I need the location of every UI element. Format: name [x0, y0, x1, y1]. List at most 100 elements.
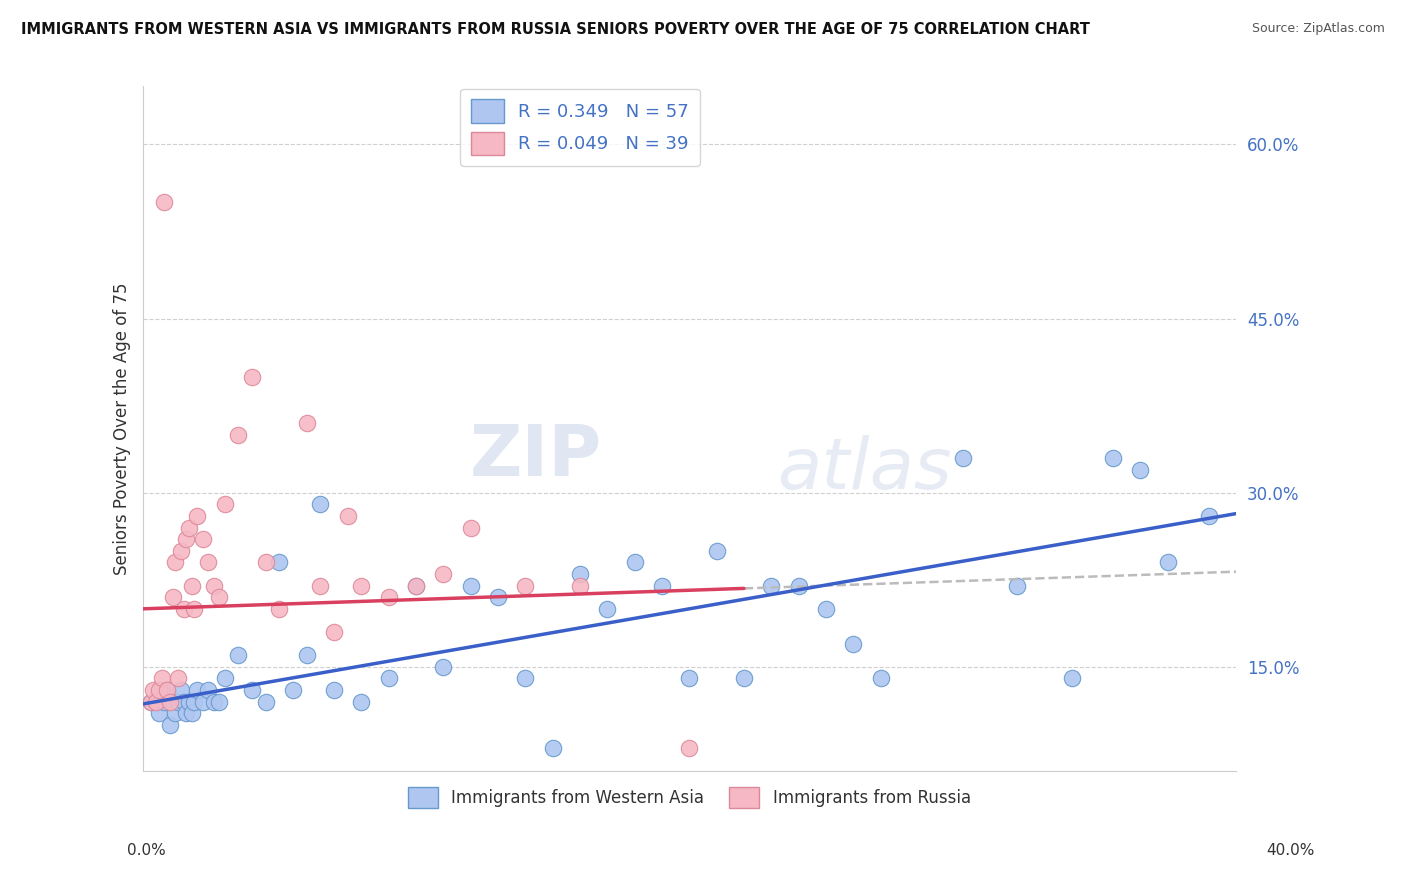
Point [159, 695, 181, 709]
Point [596, 602, 619, 616]
Point [180, 706, 202, 721]
Point [202, 579, 225, 593]
Text: 40.0%: 40.0% [1267, 843, 1315, 858]
Point [145, 695, 167, 709]
Point [460, 520, 482, 534]
Point [148, 706, 170, 721]
Point [165, 555, 187, 569]
Point [162, 695, 184, 709]
Point [309, 497, 332, 511]
Point [226, 648, 249, 663]
Point [240, 369, 263, 384]
Point [309, 579, 332, 593]
Point [1156, 555, 1178, 569]
Y-axis label: Seniors Poverty Over the Age of 75: Seniors Poverty Over the Age of 75 [114, 283, 131, 575]
Point [240, 683, 263, 698]
Point [167, 672, 190, 686]
Point [515, 579, 537, 593]
Point [651, 579, 673, 593]
Point [254, 555, 277, 569]
Point [173, 602, 195, 616]
Point [1198, 508, 1220, 523]
Text: IMMIGRANTS FROM WESTERN ASIA VS IMMIGRANTS FROM RUSSIA SENIORS POVERTY OVER THE : IMMIGRANTS FROM WESTERN ASIA VS IMMIGRAN… [21, 22, 1090, 37]
Point [486, 591, 509, 605]
Point [145, 695, 167, 709]
Point [269, 602, 291, 616]
Point [842, 637, 865, 651]
Point [177, 520, 200, 534]
Point [295, 416, 318, 430]
Point [150, 672, 173, 686]
Point [706, 543, 728, 558]
Point [142, 683, 165, 698]
Point [139, 695, 162, 709]
Point [623, 555, 645, 569]
Point [295, 648, 318, 663]
Point [678, 672, 700, 686]
Point [405, 579, 427, 593]
Point [167, 695, 190, 709]
Point [186, 508, 208, 523]
Point [322, 683, 344, 698]
Point [432, 566, 454, 581]
Point [281, 683, 304, 698]
Point [226, 427, 249, 442]
Point [174, 706, 197, 721]
Point [254, 695, 277, 709]
Point [191, 532, 214, 546]
Point [869, 672, 891, 686]
Point [568, 579, 591, 593]
Text: Source: ZipAtlas.com: Source: ZipAtlas.com [1251, 22, 1385, 36]
Point [174, 532, 197, 546]
Point [139, 695, 162, 709]
Point [208, 591, 231, 605]
Point [515, 672, 537, 686]
Point [186, 683, 208, 698]
Point [202, 695, 225, 709]
Point [153, 695, 176, 709]
Point [568, 566, 591, 581]
Point [787, 579, 810, 593]
Point [460, 579, 482, 593]
Point [1129, 462, 1152, 476]
Point [208, 695, 231, 709]
Point [814, 602, 837, 616]
Point [1102, 450, 1125, 465]
Point [336, 508, 359, 523]
Point [197, 555, 219, 569]
Point [322, 625, 344, 640]
Point [405, 579, 427, 593]
Point [162, 591, 184, 605]
Point [150, 683, 173, 698]
Point [1007, 579, 1029, 593]
Text: 0.0%: 0.0% [127, 843, 166, 858]
Point [432, 660, 454, 674]
Point [197, 683, 219, 698]
Point [214, 672, 236, 686]
Point [177, 695, 200, 709]
Point [1060, 672, 1083, 686]
Legend: Immigrants from Western Asia, Immigrants from Russia: Immigrants from Western Asia, Immigrants… [401, 780, 977, 814]
Point [678, 741, 700, 756]
Point [156, 683, 179, 698]
Point [377, 672, 399, 686]
Point [170, 683, 193, 698]
Point [269, 555, 291, 569]
Point [952, 450, 974, 465]
Point [170, 543, 193, 558]
Point [156, 683, 179, 698]
Point [180, 579, 202, 593]
Point [350, 695, 373, 709]
Point [733, 672, 755, 686]
Point [191, 695, 214, 709]
Point [173, 695, 195, 709]
Point [183, 695, 205, 709]
Point [541, 741, 564, 756]
Point [159, 718, 181, 732]
Point [214, 497, 236, 511]
Text: ZIP: ZIP [470, 422, 602, 491]
Point [153, 195, 176, 210]
Point [377, 591, 399, 605]
Point [183, 602, 205, 616]
Point [148, 683, 170, 698]
